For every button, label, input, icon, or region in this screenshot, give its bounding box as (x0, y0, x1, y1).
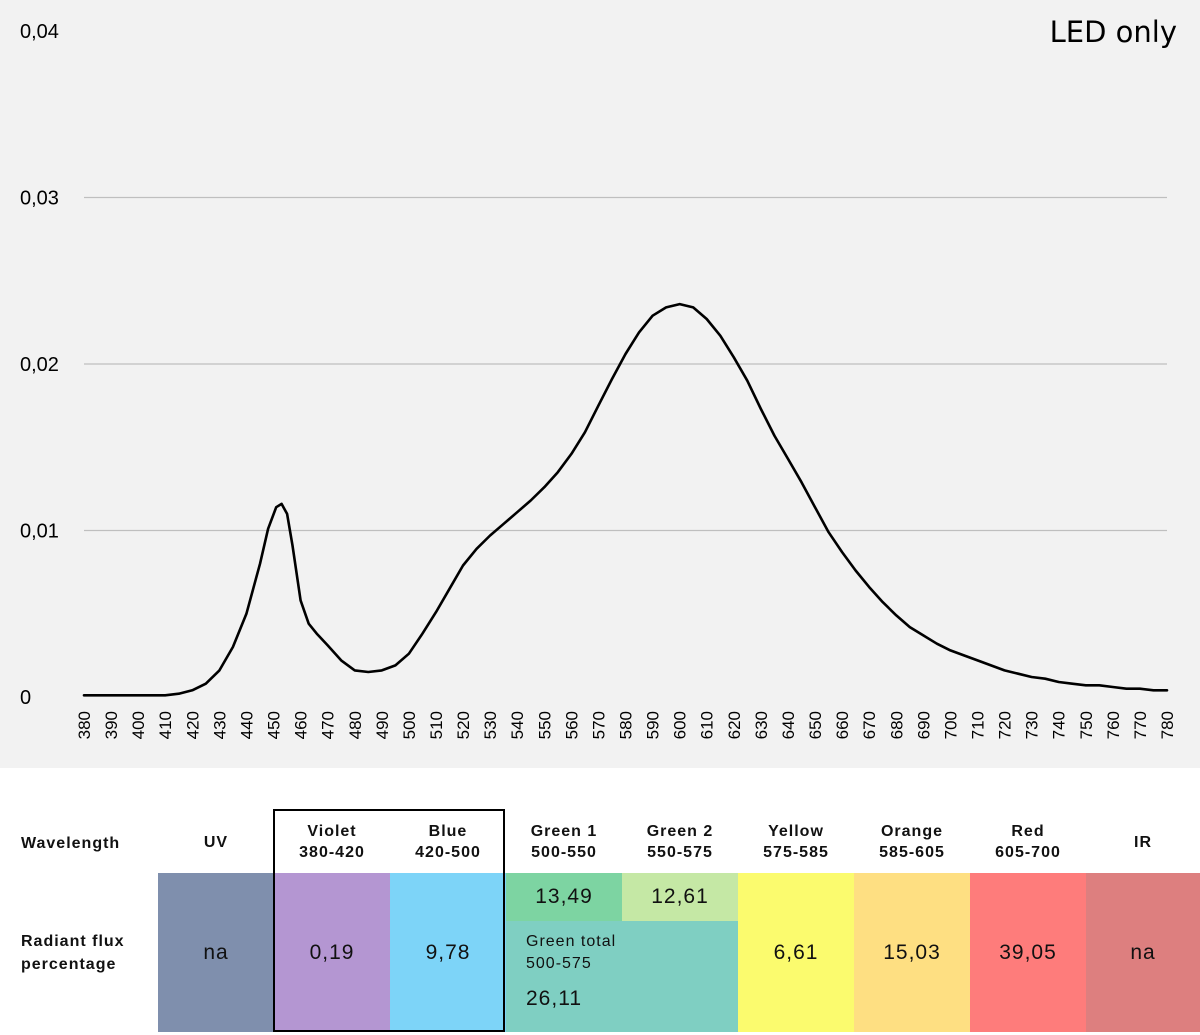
header-green1-name: Green 1 (530, 823, 598, 840)
x-tick-label: 470 (319, 711, 338, 739)
header-yellow: Yellow 575-585 (738, 821, 854, 863)
cell-green2: 12,61 (622, 873, 738, 921)
header-green2-range: 550-575 (647, 844, 713, 861)
cell-violet: 0,19 (274, 873, 390, 1032)
x-tick-label: 630 (752, 711, 771, 739)
x-tick-label: 670 (860, 711, 879, 739)
row-label-radiant-flux: Radiant flux percentage (21, 930, 125, 976)
x-tick-label: 440 (237, 711, 256, 739)
header-uv: UV (158, 832, 274, 853)
y-tick-label: 0,04 (20, 21, 59, 43)
y-tick-label: 0,03 (20, 188, 59, 210)
cell-uv: na (158, 873, 274, 1032)
header-green2: Green 2 550-575 (622, 821, 738, 863)
radiant-flux-table: Wavelength Radiant flux percentage UV Vi… (0, 768, 1200, 1035)
x-tick-label: 730 (1023, 711, 1042, 739)
header-ir: IR (1086, 832, 1200, 853)
x-tick-label: 400 (129, 711, 148, 739)
row-label-wavelength: Wavelength (21, 835, 121, 852)
x-tick-label: 420 (183, 711, 202, 739)
x-tick-label: 710 (968, 711, 987, 739)
violet-blue-highlight-box (273, 809, 505, 1032)
x-tick-label: 450 (265, 711, 284, 739)
x-tick-label: 430 (210, 711, 229, 739)
header-red-name: Red (1011, 823, 1045, 840)
x-tick-label: 520 (454, 711, 473, 739)
header-blue-name: Blue (428, 823, 468, 840)
header-red-range: 605-700 (995, 844, 1061, 861)
x-tick-label: 640 (779, 711, 798, 739)
green-total-label-line1: Green total (526, 933, 617, 950)
x-tick-label: 380 (75, 711, 94, 739)
spectrum-chart: 0 0,01 0,02 0,03 0,04 380 390 400 410 420 430 440 45… (20, 15, 1177, 739)
x-tick-label: 760 (1104, 711, 1123, 739)
x-tick-label: 480 (346, 711, 365, 739)
x-tick-label: 680 (887, 711, 906, 739)
header-orange: Orange 585-605 (854, 821, 970, 863)
x-tick-label: 780 (1158, 711, 1177, 739)
x-tick-label: 660 (833, 711, 852, 739)
spectrum-series-line (82, 302, 1169, 697)
green-total-value: 26,11 (526, 987, 582, 1010)
cell-yellow: 6,61 (738, 873, 854, 1032)
chart-area: 0 0,01 0,02 0,03 0,04 380 390 400 410 420 430 440 45… (0, 0, 1200, 768)
chart-title: LED only (1050, 15, 1177, 49)
x-tick-label: 770 (1131, 711, 1150, 739)
y-tick-label: 0 (20, 687, 31, 709)
header-yellow-range: 575-585 (763, 844, 829, 861)
green-total-label-line2: 500-575 (526, 955, 592, 972)
cell-green1: 13,49 (506, 873, 622, 921)
row-label-radiant-line1: Radiant flux (21, 933, 125, 950)
header-green1: Green 1 500-550 (506, 821, 622, 863)
green-total-label: Green total 500-575 (526, 931, 616, 975)
x-tick-label: 560 (562, 711, 581, 739)
x-tick-label: 610 (698, 711, 717, 739)
header-green2-name: Green 2 (646, 823, 714, 840)
x-tick-label: 590 (644, 711, 663, 739)
row-label-radiant-line2: percentage (21, 956, 117, 973)
cell-orange: 15,03 (854, 873, 970, 1032)
x-tick-label: 700 (941, 711, 960, 739)
x-tick-label: 460 (292, 711, 311, 739)
x-tick-label: 540 (508, 711, 527, 739)
header-yellow-name: Yellow (768, 823, 824, 840)
x-tick-label: 620 (725, 711, 744, 739)
x-tick-label: 570 (589, 711, 608, 739)
header-green1-range: 500-550 (531, 844, 597, 861)
x-tick-label: 490 (373, 711, 392, 739)
x-tick-label: 600 (671, 711, 690, 739)
x-tick-label: 690 (914, 711, 933, 739)
x-tick-label: 720 (996, 711, 1015, 739)
x-tick-label: 500 (400, 711, 419, 739)
y-tick-label: 0,01 (20, 521, 59, 543)
x-tick-label: 580 (617, 711, 636, 739)
y-tick-label: 0,02 (20, 354, 59, 376)
cell-blue: 9,78 (390, 873, 506, 1032)
header-violet-name: Violet (307, 823, 357, 840)
header-uv-name: UV (203, 834, 229, 851)
header-blue-range: 420-500 (415, 844, 481, 861)
x-tick-label: 410 (156, 711, 175, 739)
x-tick-label: 510 (427, 711, 446, 739)
x-tick-label: 390 (102, 711, 121, 739)
header-orange-range: 585-605 (879, 844, 945, 861)
x-tick-label: 530 (481, 711, 500, 739)
header-blue: Blue 420-500 (390, 821, 506, 863)
header-orange-name: Orange (880, 823, 943, 840)
header-violet-range: 380-420 (299, 844, 365, 861)
x-tick-label: 740 (1050, 711, 1069, 739)
x-tick-label: 550 (535, 711, 554, 739)
header-red: Red 605-700 (970, 821, 1086, 863)
header-violet: Violet 380-420 (274, 821, 390, 863)
x-tick-label: 650 (806, 711, 825, 739)
header-ir-name: IR (1134, 834, 1152, 851)
cell-ir: na (1086, 873, 1200, 1032)
cell-red: 39,05 (970, 873, 1086, 1032)
x-tick-label: 750 (1077, 711, 1096, 739)
cell-green-total: Green total 500-575 26,11 (506, 921, 738, 1032)
